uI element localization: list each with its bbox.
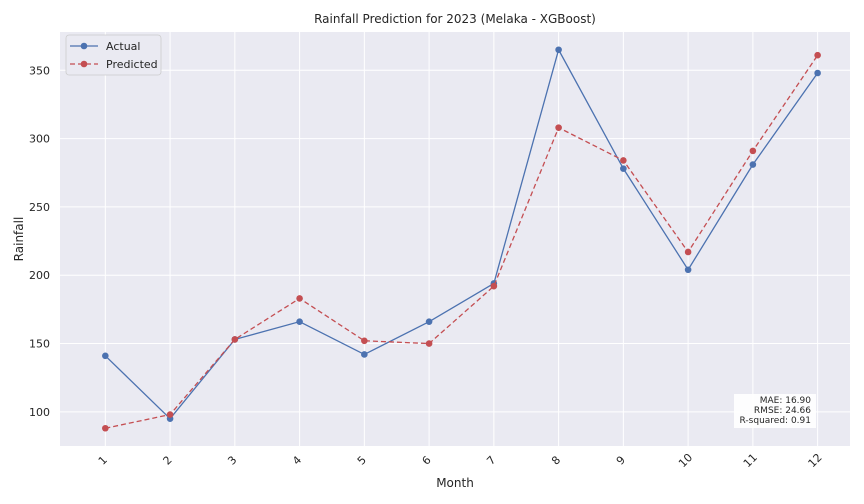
y-tick-label: 300	[29, 133, 50, 146]
data-point-predicted	[425, 340, 433, 347]
x-tick-label: 4	[290, 453, 304, 467]
y-tick-label: 200	[29, 269, 50, 282]
data-point-actual	[425, 318, 433, 325]
data-point-predicted	[102, 424, 109, 432]
data-point-actual	[684, 266, 692, 274]
data-point-predicted	[555, 124, 562, 131]
data-point-predicted	[361, 337, 368, 345]
x-tick-label: 12	[806, 451, 825, 470]
data-point-predicted	[620, 157, 627, 164]
data-point-actual	[814, 69, 821, 77]
data-point-predicted	[684, 248, 692, 256]
x-axis-label: Month	[436, 476, 474, 490]
data-point-actual	[296, 318, 303, 325]
x-tick-label: 8	[549, 453, 563, 467]
data-point-actual	[102, 352, 109, 360]
series-line-predicted	[105, 54, 819, 429]
y-tick-label: 250	[29, 201, 50, 214]
legend-label-actual: Actual	[106, 40, 140, 53]
metric-r-squared: R-squared: 0.91	[740, 416, 811, 426]
data-point-actual	[749, 161, 757, 168]
y-tick-label: 350	[29, 64, 50, 77]
metrics-box: MAE: 16.90 RMSE: 24.66 R-squared: 0.91	[734, 394, 816, 428]
data-point-predicted	[296, 295, 303, 302]
grid	[60, 32, 850, 446]
chart-title: Rainfall Prediction for 2023 (Melaka - X…	[314, 12, 596, 26]
y-tick-label: 150	[29, 338, 50, 351]
legend-marker-predicted	[80, 60, 88, 68]
x-tick-label: 1	[96, 453, 110, 467]
metric-rmse: RMSE: 24.66	[754, 406, 811, 416]
plot-area	[60, 32, 850, 446]
data-point-predicted	[814, 51, 821, 59]
y-tick-label: 100	[29, 406, 50, 419]
metrics-background	[734, 394, 816, 428]
x-tick-label: 3	[225, 453, 239, 467]
x-tick-label: 10	[676, 451, 695, 470]
data-point-actual	[620, 165, 627, 172]
data-point-predicted	[749, 147, 757, 155]
data-point-actual	[555, 46, 562, 54]
legend-label-predicted: Predicted	[106, 58, 158, 71]
x-tick-label: 11	[741, 451, 760, 470]
series-layer	[102, 46, 821, 432]
metric-mae: MAE: 16.90	[760, 396, 812, 406]
data-point-predicted	[166, 411, 174, 418]
data-point-predicted	[231, 336, 239, 343]
legend-box	[65, 34, 162, 76]
x-tick-label: 5	[355, 453, 369, 467]
y-tick-labels: 100 150 200 250 300 350	[29, 64, 50, 419]
y-axis-label: Rainfall	[12, 217, 26, 262]
x-tick-label: 7	[484, 453, 498, 467]
legend-marker-actual	[80, 42, 88, 50]
x-tick-label: 2	[161, 453, 175, 467]
data-point-actual	[361, 351, 368, 358]
x-tick-label: 9	[614, 453, 628, 467]
data-point-predicted	[490, 282, 498, 290]
legend: Actual Predicted	[65, 34, 162, 76]
x-tick-label: 6	[420, 453, 434, 467]
x-tick-labels: 1 2 3 4 5 6 7 8 9 10 11 12	[96, 451, 825, 470]
